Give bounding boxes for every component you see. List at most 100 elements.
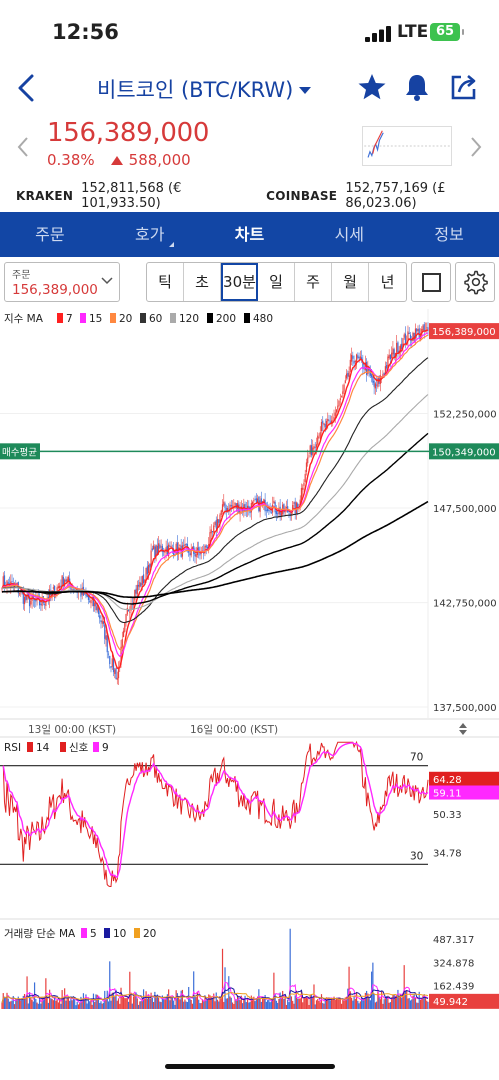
exchange-value: 152,757,169 (£ 86,023.06) [345, 181, 446, 211]
panel-resize-icon[interactable] [459, 723, 467, 735]
volume-bar [315, 1000, 318, 1009]
volume-bar [373, 993, 375, 1009]
volume-bar [54, 996, 56, 1009]
candle-body [260, 498, 262, 503]
volume-bar [213, 993, 215, 1009]
volume-bar [337, 998, 339, 1009]
volume-bar [153, 1001, 155, 1009]
volume-ma-20 [1, 991, 429, 1004]
share-icon[interactable] [449, 72, 479, 102]
volume-bar [92, 993, 95, 1009]
candle-body [392, 348, 394, 355]
volume-bar [37, 1003, 39, 1009]
volume-bar [194, 995, 196, 1009]
volume-bar [386, 995, 388, 1009]
volume-bar [47, 1002, 49, 1009]
volume-bar [389, 1002, 392, 1009]
volume-bar [231, 1002, 234, 1009]
volume-bar [44, 997, 46, 1009]
tab-info[interactable]: 정보 [399, 212, 499, 257]
volume-bar [8, 1001, 11, 1009]
period-month[interactable]: 월 [332, 263, 369, 301]
volume-bar [251, 1000, 254, 1009]
volume-bar [117, 998, 120, 1009]
volume-bar [388, 1002, 390, 1009]
chevron-right-icon[interactable] [469, 136, 483, 158]
period-30min[interactable]: 30분 [221, 263, 258, 301]
candle-body [305, 462, 308, 472]
volume-bar [211, 998, 214, 1009]
period-second[interactable]: 초 [184, 263, 221, 301]
tab-label: 시세 [334, 225, 365, 244]
candle-body [49, 589, 51, 602]
candle-body [417, 329, 419, 332]
app-header: 비트코인 (BTC/KRW) [0, 62, 499, 114]
candle-body [130, 605, 132, 611]
volume-bar [287, 999, 289, 1009]
rsi-level-label: 30 [410, 850, 423, 862]
mini-sparkline[interactable] [362, 126, 452, 166]
tab-orderbook[interactable]: 호가 [100, 212, 200, 257]
tab-quotes[interactable]: 시세 [299, 212, 399, 257]
candle-body [422, 325, 424, 331]
tab-label: 차트 [234, 225, 265, 244]
period-year[interactable]: 년 [380, 273, 395, 291]
chart-type-button[interactable] [411, 262, 451, 302]
period-day[interactable]: 일 [258, 263, 295, 301]
exchange-name: COINBASE [266, 189, 338, 203]
candle-body [25, 595, 27, 601]
chart-settings-button[interactable] [455, 262, 495, 302]
candle-body [110, 666, 112, 669]
volume-bar [254, 1001, 256, 1009]
back-arrow-icon[interactable] [14, 72, 40, 104]
tab-order[interactable]: 주문 [0, 212, 100, 257]
candle-body [224, 503, 226, 508]
bell-icon[interactable] [402, 72, 432, 102]
network-type: LTE [397, 22, 429, 42]
volume-bar [112, 992, 115, 1009]
order-price-dropdown[interactable]: 주문 156,389,000 [4, 262, 120, 302]
volume-bar [80, 996, 82, 1009]
rsi-line [2, 740, 429, 887]
candle-body [314, 446, 316, 448]
volume-bar [158, 997, 160, 1009]
candle-body [278, 508, 280, 514]
period-tick[interactable]: 틱 [147, 263, 184, 301]
volume-bar [23, 993, 26, 1009]
period-week[interactable]: 주 [295, 263, 332, 301]
candle-body [374, 383, 376, 389]
volume-bar [179, 999, 181, 1009]
price-chart-area[interactable]: 매수평균 150,349,000 152,250,000 147,500,000 142… [0, 309, 499, 1012]
volume-y-tick: 487.317 [433, 935, 474, 946]
exchange-value: 152,811,568 (€ 101,933.50) [81, 181, 182, 211]
volume-bar [238, 997, 240, 1009]
volume-bar [174, 1004, 176, 1009]
volume-bar [314, 1004, 316, 1009]
candle-body [359, 356, 361, 360]
volume-bar [127, 1001, 130, 1009]
candle-body [333, 416, 335, 421]
volume-bar [257, 996, 259, 1009]
candle-body [3, 575, 6, 586]
candle-body [199, 552, 201, 556]
chart-canvas[interactable]: 매수평균 150,349,000152,250,000147,500,000142… [0, 309, 499, 1012]
volume-bar [274, 993, 276, 1009]
volume-bar [226, 998, 229, 1009]
tab-chart[interactable]: 차트 [200, 212, 300, 257]
volume-bar [186, 1002, 189, 1009]
volume-bar [96, 994, 98, 1009]
order-value: 156,389,000 [12, 282, 98, 298]
legend-item: 200 [216, 313, 236, 325]
volume-bar [279, 992, 281, 1009]
coin-selector[interactable]: 비트코인 (BTC/KRW) [97, 74, 312, 104]
volume-bar [146, 998, 148, 1009]
candle-body [198, 547, 200, 553]
volume-bar [402, 993, 404, 1009]
candle-body [22, 592, 24, 604]
volume-bar [150, 992, 152, 1009]
volume-bar [215, 992, 217, 1009]
volume-bar [374, 1002, 376, 1009]
chevron-left-icon[interactable] [16, 136, 30, 158]
volume-bar [244, 995, 246, 1009]
star-icon[interactable] [357, 72, 387, 102]
